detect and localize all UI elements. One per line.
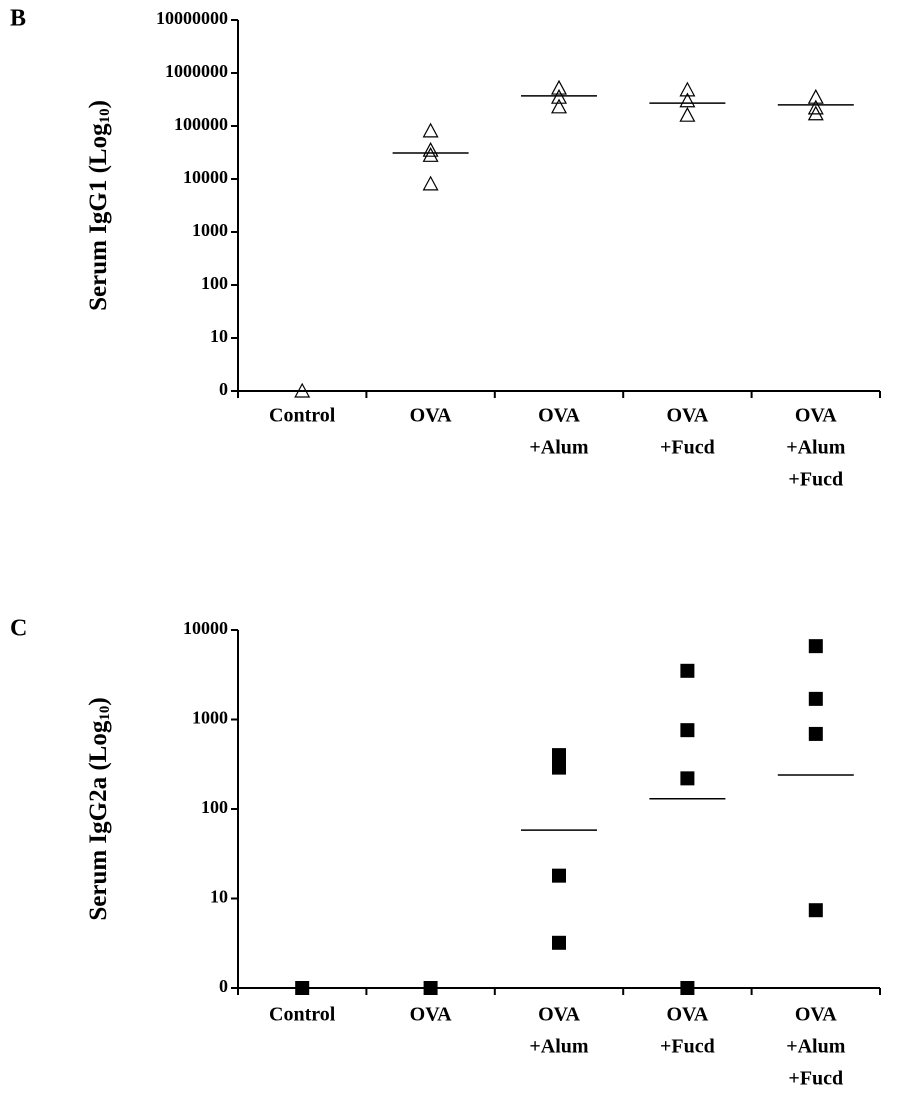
- y-axis-title-part: ): [85, 100, 112, 108]
- data-point: [552, 90, 566, 103]
- y-tick-label: 10: [210, 887, 228, 907]
- x-tick-label: OVA: [666, 1004, 708, 1026]
- x-tick-label: +Fucd: [660, 437, 715, 459]
- y-tick-label: 1000: [192, 220, 228, 240]
- x-tick-label: +Fucd: [788, 469, 843, 491]
- x-tick-label: OVA: [795, 1004, 837, 1026]
- x-tick-label: +Fucd: [788, 1068, 843, 1090]
- data-point: [552, 748, 566, 762]
- data-point: [552, 81, 566, 94]
- y-tick-label: 0: [219, 379, 228, 399]
- y-axis-title-part: Serum IgG1 (Log: [85, 123, 112, 311]
- data-point: [809, 903, 823, 917]
- x-tick-label: Control: [269, 1004, 336, 1026]
- x-tick-label: OVA: [666, 405, 708, 427]
- data-point: [552, 761, 566, 775]
- x-tick-label: OVA: [538, 1004, 580, 1026]
- x-tick-label: OVA: [795, 405, 837, 427]
- data-point: [552, 869, 566, 883]
- y-tick-label: 10000: [183, 167, 228, 187]
- data-point: [680, 771, 694, 785]
- y-axis-title: Serum IgG1 (Log10): [85, 100, 114, 311]
- x-tick-label: OVA: [410, 405, 452, 427]
- x-tick-label: Control: [269, 405, 336, 427]
- data-point: [680, 108, 694, 121]
- y-tick-label: 10000000: [156, 8, 228, 28]
- data-point: [809, 692, 823, 706]
- x-tick-label: +Alum: [529, 437, 589, 459]
- data-point: [424, 981, 438, 995]
- y-tick-label: 10: [210, 326, 228, 346]
- panel-label: C: [10, 616, 27, 642]
- data-point: [809, 639, 823, 653]
- data-point: [552, 100, 566, 113]
- y-tick-label: 100000: [174, 114, 228, 134]
- y-axis-title-part: 10: [97, 706, 113, 721]
- y-tick-label: 1000000: [165, 61, 228, 81]
- data-point: [680, 664, 694, 678]
- x-tick-label: OVA: [410, 1004, 452, 1026]
- y-axis-title: Serum IgG2a (Log10): [85, 697, 114, 920]
- figure: BSerum IgG1 (Log10)010100100010000100000…: [0, 0, 904, 1101]
- y-axis-title-part: 10: [97, 108, 113, 123]
- y-tick-label: 100: [201, 797, 228, 817]
- x-tick-label: OVA: [538, 405, 580, 427]
- y-tick-label: 10000: [183, 618, 228, 638]
- data-point: [424, 124, 438, 137]
- y-tick-label: 0: [219, 976, 228, 996]
- data-point: [424, 148, 438, 161]
- y-tick-label: 100: [201, 273, 228, 293]
- data-point: [680, 981, 694, 995]
- data-point: [552, 936, 566, 950]
- x-tick-label: +Fucd: [660, 1036, 715, 1058]
- data-point: [295, 981, 309, 995]
- data-point: [424, 143, 438, 156]
- y-axis-title-part: ): [85, 697, 112, 705]
- data-point: [424, 177, 438, 190]
- x-tick-label: +Alum: [786, 1036, 846, 1058]
- y-axis-title-part: Serum IgG2a (Log: [85, 720, 112, 921]
- y-tick-label: 1000: [192, 708, 228, 728]
- panel-label: B: [10, 6, 26, 32]
- x-tick-label: +Alum: [529, 1036, 589, 1058]
- x-tick-label: +Alum: [786, 437, 846, 459]
- data-point: [680, 723, 694, 737]
- data-point: [809, 727, 823, 741]
